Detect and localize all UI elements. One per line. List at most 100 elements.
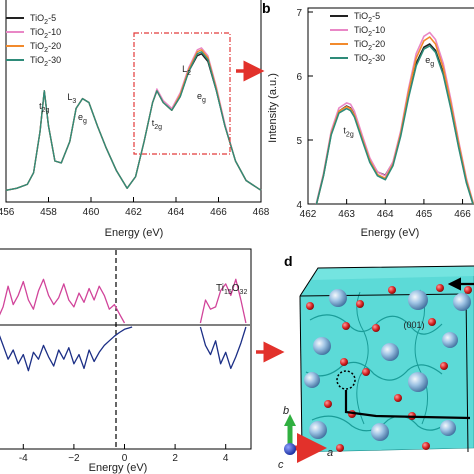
- panel-a-peak-label-sub: 3: [72, 98, 76, 105]
- panel-b-label: b: [262, 0, 271, 16]
- legend-label-main: TiO: [30, 41, 44, 51]
- panel-a-x-tick-label: 458: [40, 207, 57, 218]
- panel-a-x-ticks: 456 458 460 462 464 466 468: [0, 197, 270, 218]
- panel-c-frame: [0, 248, 252, 450]
- vacancy-pointer: [344, 390, 471, 420]
- panel-b-peak-label: t2g: [343, 126, 353, 139]
- panel-c-series-spin-down: [0, 326, 133, 372]
- facet-label: (001): [403, 320, 424, 330]
- legend-label-main: TiO: [354, 25, 368, 35]
- panel-a-frame: [5, 0, 262, 203]
- panel-c-series: [0, 278, 247, 372]
- legend-label: TiO2-20: [30, 41, 61, 54]
- axis-a-label: a: [327, 447, 333, 459]
- panel-c-dos: -4 −2 0 2 4 Ti15O32 Energy (eV): [0, 248, 285, 474]
- legend-label-suffix: -5: [48, 13, 56, 23]
- legend-label-suffix: -30: [48, 55, 61, 65]
- legend-label-main: TiO: [354, 53, 368, 63]
- panel-c-x-axis-label: Energy (eV): [89, 462, 148, 474]
- panel-b-x-axis-label: Energy (eV): [361, 227, 420, 239]
- panel-a-series: [5, 47, 262, 191]
- panel-b-x-tick-label: 464: [377, 209, 394, 220]
- oxygen-atoms: [306, 284, 472, 452]
- panel-c-x-tick-label: -4: [19, 453, 28, 464]
- legend-label: TiO2-30: [354, 53, 385, 66]
- legend-label-suffix: -5: [372, 11, 380, 21]
- panel-a-x-tick-label: 468: [253, 207, 270, 218]
- panel-d-label: d: [284, 253, 293, 269]
- panel-c-x-tick-label: 2: [172, 453, 178, 464]
- legend-label-sub: 2: [368, 59, 372, 66]
- legend-label-suffix: -30: [372, 53, 385, 63]
- panel-b-x-tick-label: 466: [454, 209, 471, 220]
- legend-label-suffix: -20: [372, 39, 385, 49]
- panel-b-series: [315, 31, 474, 204]
- panel-a-peak-label: t2g: [39, 101, 49, 114]
- legend-label: TiO2-5: [30, 13, 56, 26]
- panel-b-peak-label: eg: [425, 55, 434, 68]
- legend-label-sub: 2: [44, 61, 48, 68]
- crystal-axes: a b c: [278, 405, 333, 471]
- panel-b-series-TiO2-30: [315, 45, 474, 204]
- panel-a-x-tick-label: 466: [210, 207, 227, 218]
- panel-d-crystal-structure: d: [278, 253, 474, 471]
- axis-c-label: c: [278, 459, 284, 471]
- legend-label: TiO2-10: [30, 27, 61, 40]
- formula-ti-count: 15: [224, 289, 232, 296]
- legend-label: TiO2-20: [354, 39, 385, 52]
- legend-label-main: TiO: [30, 27, 44, 37]
- panel-b-peak-label-main: t: [343, 126, 346, 136]
- panel-a-peak-label-sub: g: [202, 97, 206, 104]
- panel-a-peak-label-sub: 2g: [42, 107, 50, 114]
- panel-b-y-axis-label: Intensity (a.u.): [267, 73, 279, 143]
- panel-b-peak-label-sub: g: [430, 61, 434, 68]
- legend-label-suffix: -10: [372, 25, 385, 35]
- panel-c-series-spin-up-cb: [199, 278, 247, 324]
- panel-a-peak-label-sub: 2: [187, 70, 191, 77]
- legend-label-main: TiO: [354, 11, 368, 21]
- panel-a-peak-label-main: t: [39, 101, 42, 111]
- panel-b-y-tick-label: 7: [296, 8, 302, 19]
- panel-c-series-spin-up: [0, 278, 126, 324]
- formula-o-count: 32: [240, 289, 248, 296]
- formula-label: Ti15O32: [216, 283, 247, 296]
- axis-b-label: b: [283, 405, 289, 417]
- panel-a-peak-label-sub: 2g: [154, 124, 162, 131]
- legend-label-main: TiO: [30, 55, 44, 65]
- panel-a-peak-label-main: L: [182, 64, 187, 74]
- legend-label-suffix: -10: [48, 27, 61, 37]
- panel-a-peak-label-main: e: [197, 91, 202, 101]
- panel-b-x-tick-label: 462: [300, 209, 317, 220]
- panel-a-series-TiO2-30: [5, 51, 262, 191]
- panel-c-x-tick-label: 4: [223, 453, 229, 464]
- panel-b-series-TiO2-10: [315, 31, 474, 204]
- legend-label-sub: 2: [368, 31, 372, 38]
- panel-a-peak-label: L3: [67, 92, 76, 105]
- legend-label-sub: 2: [368, 17, 372, 24]
- panel-a-x-tick-label: 460: [83, 207, 100, 218]
- unit-cell-edges: [299, 265, 474, 453]
- panel-a-peak-label-main: L: [67, 92, 72, 102]
- legend-label-sub: 2: [44, 33, 48, 40]
- panel-a-x-tick-label: 462: [125, 207, 142, 218]
- panel-a-peak-label: eg: [197, 91, 206, 104]
- oxygen-vacancy-marker: [336, 370, 356, 390]
- legend-label-sub: 2: [368, 45, 372, 52]
- legend-label-main: TiO: [30, 13, 44, 23]
- panel-b-y-tick-label: 4: [296, 200, 302, 211]
- panel-c-x-tick-label: 0: [122, 453, 128, 464]
- panel-a-x-tick-label: 464: [168, 207, 185, 218]
- panel-c-x-tick-label: −2: [68, 453, 80, 464]
- panel-c-series-spin-down-cb: [199, 326, 247, 370]
- panel-b-frame: [307, 7, 474, 205]
- panel-b-peak-label-sub: 2g: [346, 132, 354, 139]
- panel-a-peak-label: t2g: [152, 118, 162, 131]
- panel-b-y-tick-label: 6: [296, 72, 302, 83]
